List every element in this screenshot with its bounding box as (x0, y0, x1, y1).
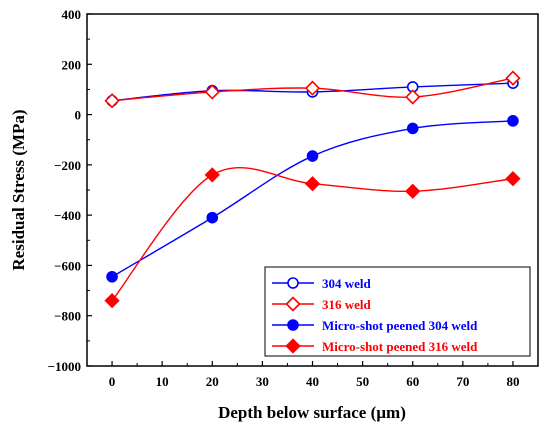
y-tick-label: −600 (54, 258, 81, 273)
data-point (306, 150, 319, 162)
y-tick-label: −200 (54, 158, 81, 173)
legend-entry: Micro-shot peened 304 weld (272, 318, 478, 333)
x-axis-ticks: 0 10 20 30 40 50 60 70 80 (109, 361, 519, 389)
legend-label: 316 weld (322, 297, 372, 312)
data-point (505, 70, 521, 86)
y-tick-label: −400 (54, 208, 81, 223)
x-axis-title: Depth below surface (µm) (218, 403, 406, 422)
legend-marker (287, 277, 299, 289)
data-point (505, 171, 521, 187)
x-tick-label: 30 (256, 374, 269, 389)
legend-label: Micro-shot peened 304 weld (322, 318, 478, 333)
data-point (507, 115, 519, 127)
series-3 (106, 115, 519, 283)
data-point (405, 89, 421, 105)
series-line (111, 120, 513, 278)
data-point (304, 176, 321, 192)
legend-entry: Micro-shot peened 316 weld (272, 338, 478, 354)
y-tick-label: 0 (75, 108, 82, 123)
legend-marker (287, 319, 299, 331)
y-tick-label: 400 (62, 7, 82, 22)
x-tick-label: 10 (156, 374, 169, 389)
y-tick-label: −1000 (48, 359, 81, 374)
x-tick-label: 60 (406, 374, 419, 389)
legend: 304 weld 316 weld Micro-shot peened 304 we… (264, 266, 531, 357)
data-point (104, 93, 120, 109)
x-tick-label: 50 (356, 374, 369, 389)
y-axis-ticks: 400 200 0 −200 −400 −600 −800 −1000 (48, 7, 92, 374)
legend-items: 304 weld 316 weld Micro-shot peened 304 we… (272, 276, 478, 354)
data-point (406, 122, 419, 135)
data-point (304, 80, 321, 96)
y-tick-label: −800 (54, 309, 81, 324)
data-point (104, 292, 120, 309)
x-tick-label: 40 (306, 374, 319, 389)
x-tick-label: 20 (206, 374, 219, 389)
y-tick-label: 200 (62, 57, 82, 72)
data-point (204, 167, 220, 183)
data-point (204, 84, 220, 100)
x-tick-label: 70 (456, 374, 469, 389)
x-tick-label: 80 (506, 374, 519, 389)
series-4 (104, 166, 521, 309)
data-point (405, 183, 421, 199)
data-point (106, 270, 118, 283)
legend-label: Micro-shot peened 316 weld (322, 339, 478, 354)
legend-label: 304 weld (322, 276, 372, 291)
legend-entry: 316 weld (272, 296, 372, 312)
y-axis-title: Residual Stress (MPa) (9, 109, 28, 270)
legend-entry: 304 weld (272, 276, 372, 291)
legend-marker (285, 296, 301, 312)
x-tick-label: 0 (109, 374, 116, 389)
data-point (206, 211, 219, 224)
legend-box (264, 266, 531, 357)
legend-marker (285, 338, 301, 354)
series-layer (104, 70, 521, 309)
series-2 (104, 70, 521, 109)
